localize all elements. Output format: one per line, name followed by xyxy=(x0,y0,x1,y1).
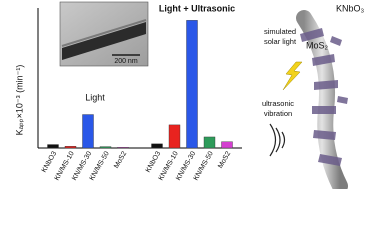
x-tick-label: MoS2 xyxy=(217,150,232,169)
bar xyxy=(82,114,94,149)
bar xyxy=(99,146,112,149)
bar xyxy=(186,20,198,149)
group-label: Light + Ultrasonic xyxy=(159,3,235,13)
bar xyxy=(151,143,163,149)
vibration-label: ultrasonic xyxy=(262,99,294,108)
figure: 200 nm KNbO₃ MoS₂ simulated solar light … xyxy=(14,1,365,189)
schematic: KNbO₃ MoS₂ simulated solar light ultraso… xyxy=(262,3,365,189)
group-label: Light xyxy=(85,92,105,102)
material-label: KNbO₃ xyxy=(336,3,365,13)
bar xyxy=(203,136,216,149)
y-axis-label: Kₐₚₚ×10⁻³ (min⁻¹) xyxy=(14,65,24,136)
vibration-label: vibration xyxy=(264,109,292,118)
bar xyxy=(221,141,233,149)
light-label: simulated xyxy=(264,27,296,36)
bar xyxy=(64,146,77,149)
x-tick-label: KNbO3 xyxy=(41,150,59,173)
bar xyxy=(47,144,59,149)
bar xyxy=(117,147,129,149)
scale-bar-label: 200 nm xyxy=(114,58,138,65)
inset-image: 200 nm xyxy=(59,1,149,67)
bar xyxy=(168,124,181,149)
flake-label: MoS₂ xyxy=(306,40,329,50)
light-label: solar light xyxy=(264,37,297,46)
x-tick-label: MoS2 xyxy=(113,150,128,169)
x-tick-label: KNbO3 xyxy=(145,150,163,173)
